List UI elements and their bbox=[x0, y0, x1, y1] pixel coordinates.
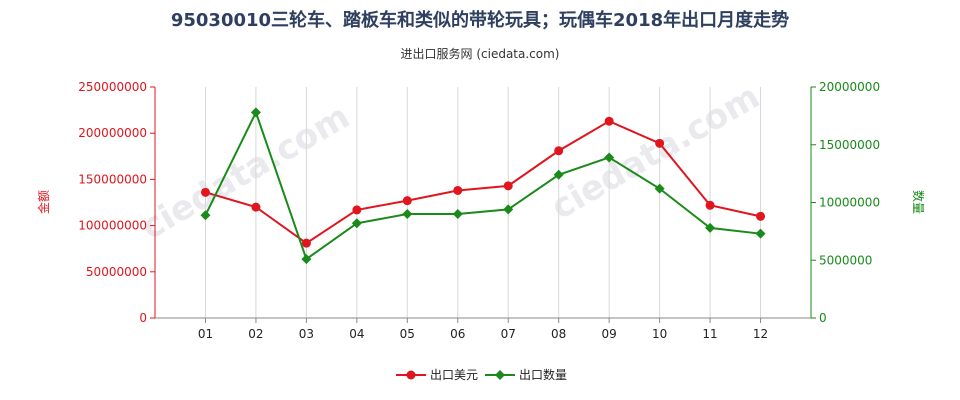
y-axis-label-right: 数量 bbox=[911, 190, 926, 214]
data-point-1 bbox=[503, 181, 513, 191]
chart-title: 95030010三轮车、踏板车和类似的带轮玩具；玩偶车2018年出口月度走势 bbox=[170, 10, 790, 31]
x-tick-label: 01 bbox=[198, 327, 213, 341]
left-tick-label: 50000000 bbox=[86, 265, 147, 279]
legend-label-2: 出口数量 bbox=[519, 367, 567, 382]
data-point-1 bbox=[756, 211, 766, 221]
axes bbox=[150, 86, 816, 323]
data-point-1 bbox=[554, 146, 564, 156]
x-tick-label: 04 bbox=[349, 327, 364, 341]
y-axis-label-left: 金额 bbox=[36, 190, 51, 214]
data-point-1 bbox=[655, 138, 665, 148]
data-point-1 bbox=[453, 185, 463, 195]
data-point-2 bbox=[250, 107, 261, 118]
right-tick-label: 10000000 bbox=[819, 196, 880, 210]
data-point-1 bbox=[200, 187, 210, 197]
data-point-1 bbox=[604, 116, 614, 126]
data-point-2 bbox=[452, 209, 463, 220]
watermark-layer: ciedata.com ciedata.com bbox=[135, 77, 767, 248]
data-point-1 bbox=[402, 196, 412, 206]
legend-label-1: 出口美元 bbox=[430, 368, 478, 382]
data-point-2 bbox=[654, 183, 665, 194]
data-point-1 bbox=[301, 238, 311, 248]
data-point-2 bbox=[200, 210, 211, 221]
data-point-2 bbox=[351, 218, 362, 229]
data-point-2 bbox=[503, 204, 514, 215]
series-line-2 bbox=[204, 109, 761, 261]
legend: 出口美元 出口数量 bbox=[396, 367, 567, 382]
x-tick-label: 06 bbox=[450, 327, 465, 341]
x-tick-label: 07 bbox=[501, 327, 516, 341]
tick-labels: 0500000001000000001500000002000000002500… bbox=[78, 80, 880, 341]
data-point-1 bbox=[705, 200, 715, 210]
data-point-2 bbox=[553, 169, 564, 180]
data-point-1 bbox=[352, 205, 362, 215]
x-tick-label: 12 bbox=[753, 327, 768, 341]
x-tick-label: 02 bbox=[248, 327, 263, 341]
watermark-2: ciedata.com bbox=[545, 77, 767, 228]
data-point-2 bbox=[755, 228, 766, 239]
x-tick-label: 11 bbox=[702, 327, 717, 341]
right-tick-label: 0 bbox=[819, 311, 827, 325]
data-point-2 bbox=[705, 222, 716, 233]
data-point-2 bbox=[301, 254, 312, 265]
x-tick-label: 03 bbox=[299, 327, 314, 341]
data-point-2 bbox=[402, 209, 413, 220]
x-tick-label: 10 bbox=[652, 327, 667, 341]
left-tick-label: 200000000 bbox=[78, 126, 147, 140]
left-tick-label: 100000000 bbox=[78, 219, 147, 233]
chart-subtitle: 进出口服务网 (ciedata.com) bbox=[400, 47, 560, 61]
data-point-2 bbox=[604, 152, 615, 163]
x-tick-label: 05 bbox=[400, 327, 415, 341]
right-tick-label: 15000000 bbox=[819, 138, 880, 152]
left-tick-label: 150000000 bbox=[78, 172, 147, 186]
watermark-1: ciedata.com bbox=[135, 97, 357, 248]
x-tick-label: 09 bbox=[602, 327, 617, 341]
legend-marker-1 bbox=[406, 370, 416, 380]
series-layer bbox=[200, 107, 766, 265]
right-tick-label: 5000000 bbox=[819, 253, 872, 267]
right-tick-label: 20000000 bbox=[819, 80, 880, 94]
legend-marker-2 bbox=[495, 370, 505, 380]
data-point-1 bbox=[251, 202, 261, 212]
left-tick-label: 0 bbox=[139, 311, 147, 325]
left-tick-label: 250000000 bbox=[78, 80, 147, 94]
x-tick-label: 08 bbox=[551, 327, 566, 341]
